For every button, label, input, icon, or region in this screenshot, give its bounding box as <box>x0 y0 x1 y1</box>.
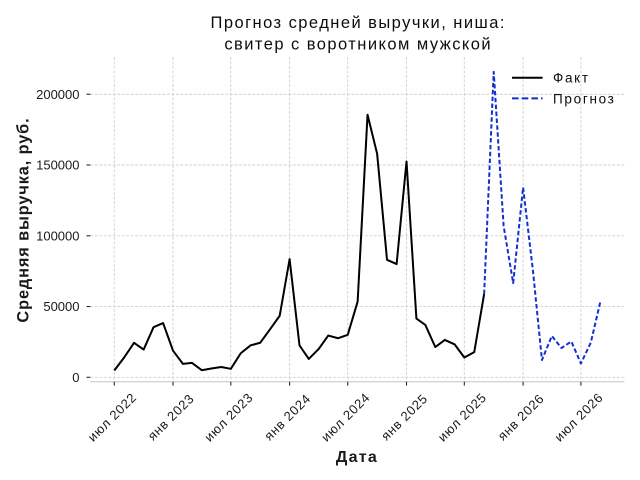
svg-text:100000: 100000 <box>36 228 79 243</box>
svg-text:Дата: Дата <box>336 449 378 466</box>
svg-text:Факт: Факт <box>553 71 590 86</box>
svg-text:Прогноз: Прогноз <box>553 91 616 106</box>
svg-text:0: 0 <box>72 370 79 385</box>
svg-text:50000: 50000 <box>43 299 79 314</box>
svg-text:Средняя выручка, руб.: Средняя выручка, руб. <box>15 117 33 322</box>
svg-text:200000: 200000 <box>36 87 79 102</box>
svg-text:свитер с воротником мужской: свитер с воротником мужской <box>224 36 492 54</box>
svg-text:150000: 150000 <box>36 158 79 173</box>
svg-text:Прогноз средней выручки, ниша:: Прогноз средней выручки, ниша: <box>211 14 506 32</box>
